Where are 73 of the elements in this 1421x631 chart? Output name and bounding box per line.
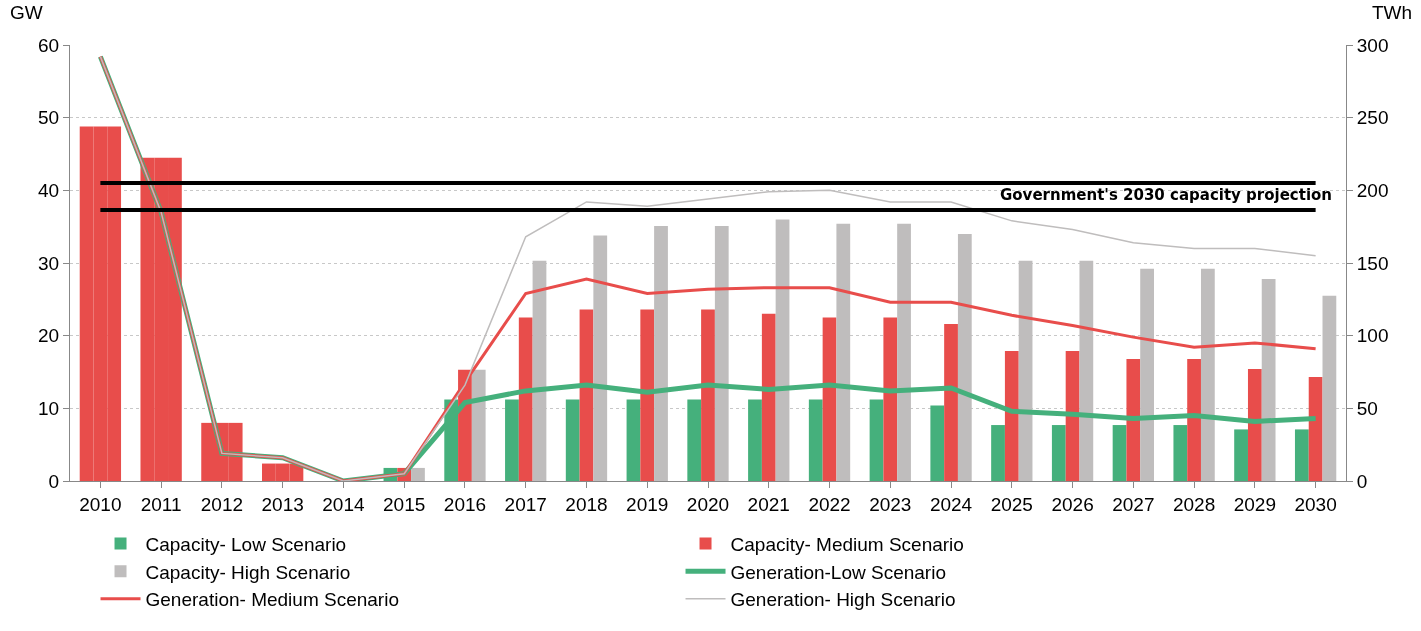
x-tick-label: 2010 xyxy=(79,493,122,515)
y-tick-label: 40 xyxy=(38,179,60,201)
bar xyxy=(1234,429,1248,481)
x-tick-label: 2017 xyxy=(504,493,547,515)
bar xyxy=(1294,429,1309,481)
x-tick-label: 2011 xyxy=(140,493,182,515)
bar xyxy=(701,309,715,481)
x-tick-label: 2030 xyxy=(1294,493,1337,515)
x-tick-label: 2022 xyxy=(808,493,851,515)
y-axis-title: GW xyxy=(10,2,43,23)
y-tick-label: 0 xyxy=(48,470,60,492)
y-tick-label: 30 xyxy=(38,252,60,274)
ref-line-label: Government's 2030 capacity projection xyxy=(1000,186,1333,204)
y-tick-label: 60 xyxy=(38,34,60,56)
y2-tick-label: 150 xyxy=(1356,252,1389,274)
y2-axis-title: TWh xyxy=(1372,2,1413,23)
y2-tick-label: 250 xyxy=(1356,107,1389,129)
x-tick-label: 2026 xyxy=(1051,493,1094,515)
bar xyxy=(1187,358,1201,481)
y2-tick-label: 300 xyxy=(1356,34,1389,56)
y2-tick-label: 50 xyxy=(1356,397,1378,419)
bar xyxy=(1308,377,1323,481)
x-tick-label: 2023 xyxy=(869,493,912,515)
bar xyxy=(883,317,898,481)
x-tick-label: 2021 xyxy=(747,493,790,515)
bar xyxy=(822,317,837,481)
bar xyxy=(640,309,655,481)
legend-label: Generation- High Scenario xyxy=(730,589,956,611)
legend-label: Capacity- Medium Scenario xyxy=(730,533,964,555)
bar xyxy=(761,313,776,481)
y2-tick-label: 100 xyxy=(1356,325,1389,347)
y-tick-label: 20 xyxy=(38,325,60,347)
y2-tick-label: 200 xyxy=(1356,179,1389,201)
bar xyxy=(518,317,533,481)
bar xyxy=(411,467,425,481)
legend-label: Generation-Low Scenario xyxy=(730,561,946,583)
bar xyxy=(687,399,702,481)
x-tick-label: 2018 xyxy=(565,493,608,515)
bar xyxy=(748,399,762,481)
y-tick-label: 50 xyxy=(38,107,60,129)
x-tick-label: 2028 xyxy=(1172,493,1216,515)
bar xyxy=(869,399,884,481)
x-tick-label: 2019 xyxy=(626,493,669,515)
bar xyxy=(1247,369,1262,481)
x-tick-label: 2027 xyxy=(1112,493,1155,515)
bar xyxy=(930,405,945,481)
bar xyxy=(1112,425,1127,481)
x-tick-label: 2014 xyxy=(322,493,365,515)
bar xyxy=(1126,358,1141,481)
legend-label: Capacity- High Scenario xyxy=(145,561,351,583)
bar xyxy=(626,399,641,481)
x-tick-label: 2016 xyxy=(443,493,487,515)
bar xyxy=(1004,350,1019,481)
bar xyxy=(1173,425,1188,481)
bar xyxy=(505,399,519,481)
x-tick-label: 2020 xyxy=(686,493,730,515)
legend-label: Capacity- Low Scenario xyxy=(145,533,347,555)
x-tick-label: 2024 xyxy=(929,493,973,515)
x-tick-label: 2013 xyxy=(261,493,304,515)
x-tick-label: 2015 xyxy=(383,493,426,515)
bar xyxy=(991,425,1005,481)
bar xyxy=(565,399,580,481)
legend-label: Generation- Medium Scenario xyxy=(145,589,399,611)
bar xyxy=(944,324,958,481)
bar xyxy=(1051,425,1066,481)
x-tick-label: 2025 xyxy=(990,493,1033,515)
bar xyxy=(579,309,594,481)
x-tick-label: 2012 xyxy=(200,493,244,515)
bar xyxy=(808,399,823,481)
y2-tick-label: 0 xyxy=(1356,470,1368,492)
bar xyxy=(1065,350,1080,481)
x-tick-label: 2029 xyxy=(1233,493,1276,515)
y-tick-label: 10 xyxy=(38,397,60,419)
